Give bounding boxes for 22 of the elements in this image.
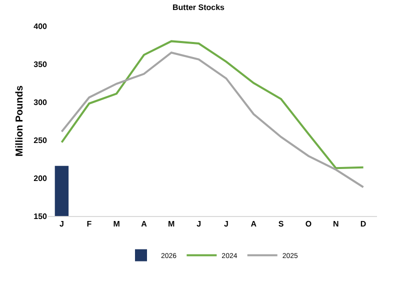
x-tick-label: D — [360, 220, 366, 229]
y-tick-label: 150 — [34, 212, 48, 221]
y-axis-title: Million Pounds — [14, 85, 26, 157]
x-tick-label: J — [59, 220, 64, 229]
y-tick-label: 200 — [34, 174, 48, 183]
x-tick-label: M — [113, 220, 120, 229]
line-series — [60, 40, 364, 170]
x-tick-label: J — [196, 220, 202, 229]
chart-title: Butter Stocks — [172, 2, 226, 12]
x-tick-label: M — [168, 220, 176, 229]
x-tick-label: S — [278, 220, 284, 229]
x-tick-label: A — [250, 220, 257, 229]
x-tick-label: J — [224, 220, 228, 229]
x-tick-label: O — [305, 220, 312, 229]
y-tick-label: 350 — [34, 60, 48, 69]
y-tick-label: 250 — [34, 136, 48, 145]
x-tick-label: N — [332, 220, 339, 229]
line-series — [60, 52, 364, 188]
x-tick-label: A — [141, 220, 148, 229]
y-tick-label: 400 — [34, 22, 48, 31]
y-tick-label: 300 — [34, 98, 48, 107]
x-tick-label: F — [86, 220, 92, 229]
